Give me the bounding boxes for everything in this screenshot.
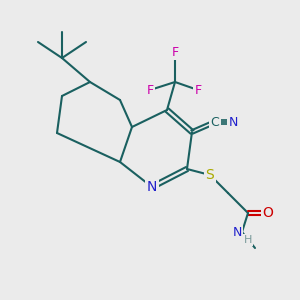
Text: F: F [194, 83, 202, 97]
Text: S: S [206, 168, 214, 182]
Text: H: H [244, 235, 252, 245]
Text: O: O [262, 206, 273, 220]
Text: C: C [211, 116, 219, 128]
Text: N: N [228, 116, 238, 128]
Text: N: N [232, 226, 242, 238]
Text: F: F [146, 83, 154, 97]
Text: N: N [147, 180, 157, 194]
Text: F: F [171, 46, 178, 59]
